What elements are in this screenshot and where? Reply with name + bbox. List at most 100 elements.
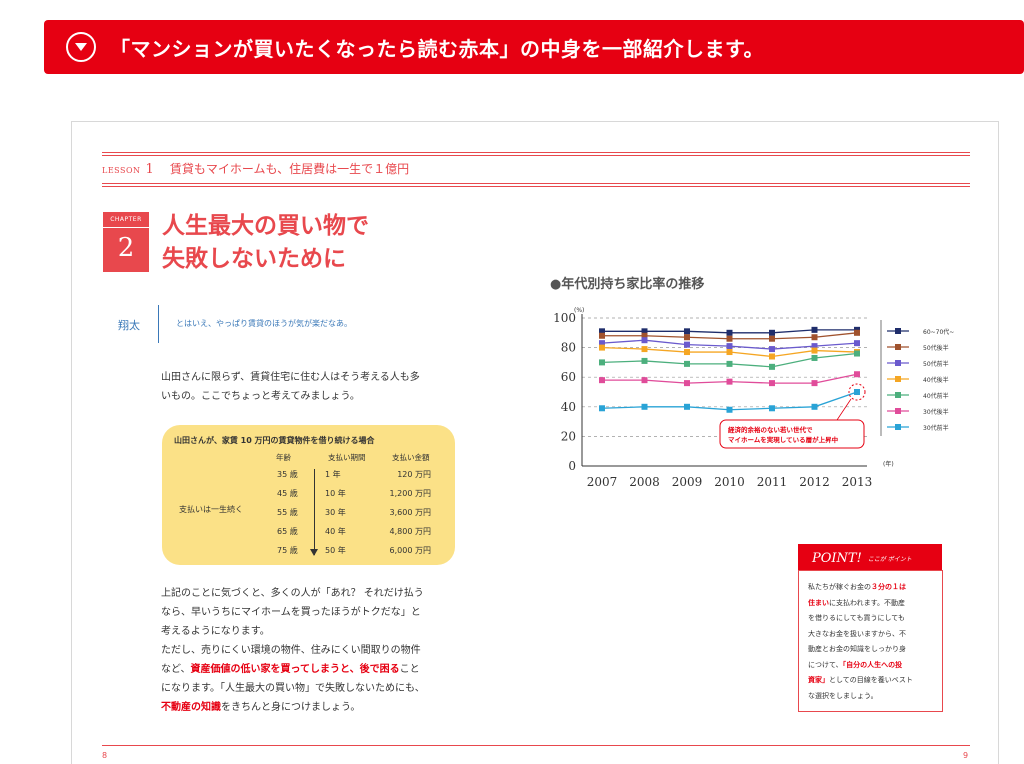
data-point [769, 346, 775, 353]
x-axis-label: (年) [883, 460, 894, 468]
legend-label: 60~70代~ [923, 328, 954, 336]
body-line: なら、早いうちにマイホームを買ったほうがトクだな」と [161, 607, 421, 618]
legend-label: 40代後半 [923, 376, 949, 384]
lesson-rule-top [102, 152, 970, 153]
annotation-pointer [836, 398, 852, 421]
rent-age: 65 歳 [277, 527, 298, 536]
data-point [599, 359, 605, 366]
annotation-text: 経済的余裕のない若い世代で [728, 425, 813, 434]
homeownership-chart: 0 20 40 60 80 100(%) (年) 2007 2008 2009 2010 2011 20… [553, 307, 954, 489]
point-line: につけて、「自分の人生への投 [808, 658, 934, 674]
body-line: ただし、売りにくい環境の物件、住みにくい間取りの物件 [161, 645, 421, 656]
legend-marker [895, 392, 901, 398]
legend-marker [895, 328, 901, 334]
rent-amount: 6,000 万円 [389, 546, 431, 555]
point-line: な選択をしましょう。 [808, 691, 878, 700]
highlight-circle [848, 383, 866, 401]
data-point [811, 403, 818, 410]
legend-marker [895, 360, 901, 366]
speaker-name: 翔太 [118, 319, 140, 332]
legend-marker [895, 376, 901, 382]
data-point [854, 371, 860, 378]
legend-label: 30代前半 [923, 424, 949, 432]
data-point [811, 343, 818, 350]
lesson-number: 1 [145, 162, 154, 177]
legend-marker [895, 424, 901, 430]
data-point [599, 340, 605, 347]
rent-table-box: 山田さんが、家賃 10 万円の賃貸物件を借り続ける場合 年齢 支払い期間 支払い… [162, 425, 455, 565]
body-highlight: 不動産の知識 [161, 702, 221, 713]
body-line: 不動産の知識をきちんと身につけましょう。 [161, 698, 425, 717]
point-line: 大きなお金を扱いますから、不 [808, 629, 906, 638]
body-line: になります。「人生最大の買い物」で失敗しないためにも、 [161, 683, 425, 694]
data-point [726, 335, 733, 342]
chapter-heading: 人生最大の買い物で 失敗しないために [162, 210, 369, 276]
data-point [684, 334, 690, 341]
rent-age: 75 歳 [277, 546, 298, 555]
lesson-rule-bottom2 [102, 186, 970, 187]
chart-title: ●年代別持ち家比率の推移 [550, 277, 705, 292]
data-point [684, 341, 690, 348]
data-point [769, 380, 775, 387]
data-point [769, 335, 775, 342]
lesson-rule-bottom [102, 183, 970, 184]
data-point [769, 353, 775, 360]
point-highlight: 「自分の人生への投 [842, 660, 903, 669]
rent-age: 35 歳 [277, 470, 298, 479]
body-highlight: 資産価値の低い家を買ってしまうと、後で困る [190, 664, 400, 675]
chapter-badge: CHAPTER 2 [103, 212, 149, 272]
data-point [769, 329, 775, 336]
point-highlight: 住まい [808, 598, 829, 607]
data-point [726, 406, 733, 413]
y-tick-label: 0 [568, 459, 576, 473]
rent-header-amount: 支払い金額 [392, 453, 430, 462]
data-point [599, 344, 605, 351]
chapter-number: 2 [117, 233, 135, 263]
data-point [684, 328, 690, 335]
x-tick-label: 2007 [587, 475, 618, 489]
point-line: 私たちが稼ぐお金の３分の１は [808, 580, 934, 596]
data-point [599, 332, 605, 339]
data-point [599, 328, 605, 335]
lesson-title: 賃貸もマイホームも、住居費は一生で１億円 [169, 162, 410, 176]
point-label: POINT! [812, 550, 862, 566]
page-number-right: 9 [963, 751, 969, 760]
data-point [641, 357, 648, 364]
data-point [726, 349, 733, 356]
lesson-label: LESSON [102, 166, 141, 175]
rent-period: 30 年 [325, 508, 346, 517]
point-line: 資家」としての目線を養いベスト [808, 673, 934, 689]
intro-line: 山田さんに限らず、賃貸住宅に住む人はそう考える人も多 [161, 372, 420, 383]
point-text-span: につけて、 [808, 660, 843, 669]
rent-age: 45 歳 [277, 489, 298, 498]
rent-header-age: 年齢 [276, 453, 291, 462]
down-arrow-icon [314, 469, 315, 555]
data-point [684, 380, 690, 387]
data-point [811, 380, 818, 387]
rent-period: 50 年 [325, 546, 346, 555]
page-number-left: 8 [102, 751, 108, 760]
data-point [684, 360, 690, 367]
y-tick-label: 60 [561, 370, 576, 384]
x-tick-label: 2013 [842, 475, 873, 489]
x-tick-label: 2010 [714, 475, 745, 489]
chapter-divider [103, 227, 149, 228]
point-line: を借りるにしても買うにしても [808, 614, 905, 622]
legend-label: 50代後半 [923, 344, 949, 352]
data-point [811, 326, 818, 333]
legend-marker [895, 408, 901, 414]
body-text: など、 [161, 664, 191, 675]
data-point [811, 334, 818, 341]
point-line: 動産とお金の知識をしっかり身 [808, 645, 906, 653]
data-point [641, 346, 648, 353]
point-text-span: としての目線を養いベスト [829, 676, 913, 684]
x-tick-label: 2011 [757, 475, 788, 489]
data-point [726, 360, 733, 367]
data-point [641, 403, 648, 410]
data-point [769, 405, 775, 412]
point-tab: POINT! ここが ポイント [798, 544, 942, 572]
y-tick-label: 40 [561, 400, 576, 414]
rent-amount: 120 万円 [397, 470, 431, 479]
chevron-down-circle-icon[interactable] [66, 32, 96, 62]
speaker-divider [158, 305, 159, 343]
